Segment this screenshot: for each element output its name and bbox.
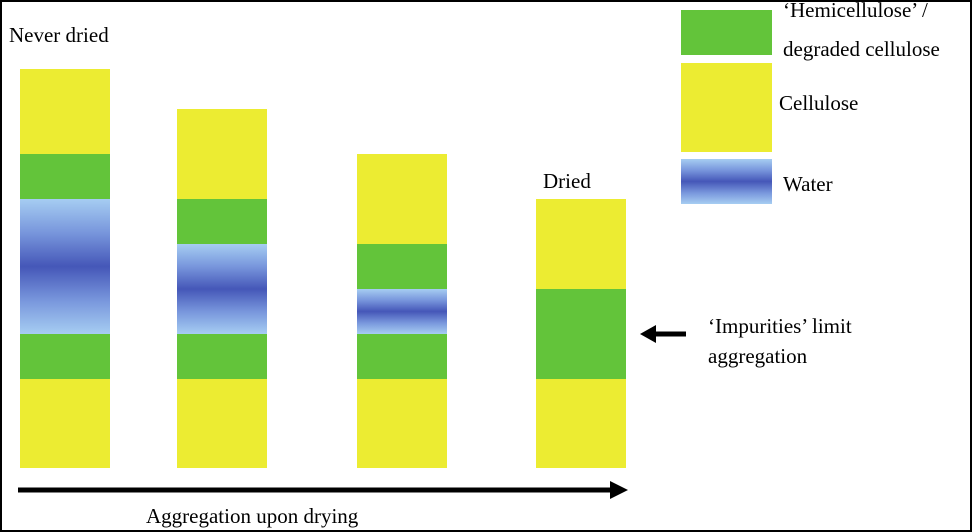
legend-hemicellulose-label-line1: ‘Hemicellulose’ /	[783, 0, 928, 22]
water-block	[357, 289, 447, 334]
cellulose-bottom-block	[20, 379, 110, 468]
aggregation-axis-label: Aggregation upon drying	[146, 504, 359, 528]
legend-water-swatch	[681, 159, 772, 204]
hemicellulose-block	[536, 289, 626, 379]
impurities-label-line1: ‘Impurities’ limit	[708, 314, 852, 338]
cellulose-top-block	[536, 199, 626, 289]
cellulose-top-block	[177, 109, 267, 199]
water-block	[177, 244, 267, 334]
legend-hemicellulose-swatch	[681, 10, 772, 55]
hemicellulose-top-block	[357, 244, 447, 289]
cellulose-bottom-block	[177, 379, 267, 468]
hemicellulose-top-block	[177, 199, 267, 244]
hemicellulose-top-block	[20, 154, 110, 199]
dried-label: Dried	[543, 169, 591, 193]
legend-water-label: Water	[783, 172, 833, 196]
water-block	[20, 199, 110, 334]
impurities-label-line2: aggregation	[708, 344, 808, 368]
hemicellulose-bottom-block	[357, 334, 447, 379]
aggregation-arrow	[18, 481, 628, 499]
cellulose-bottom-block	[357, 379, 447, 468]
cellulose-top-block	[357, 154, 447, 244]
impurities-arrow	[640, 325, 686, 343]
hemicellulose-bottom-block	[177, 334, 267, 379]
legend-cellulose-label: Cellulose	[779, 91, 859, 115]
never-dried-label: Never dried	[9, 23, 109, 47]
cellulose-top-block	[20, 69, 110, 154]
legend-hemicellulose-label-line2: degraded cellulose	[783, 37, 940, 61]
hemicellulose-bottom-block	[20, 334, 110, 379]
cellulose-bottom-block	[536, 379, 626, 468]
legend-cellulose-swatch	[681, 63, 772, 152]
